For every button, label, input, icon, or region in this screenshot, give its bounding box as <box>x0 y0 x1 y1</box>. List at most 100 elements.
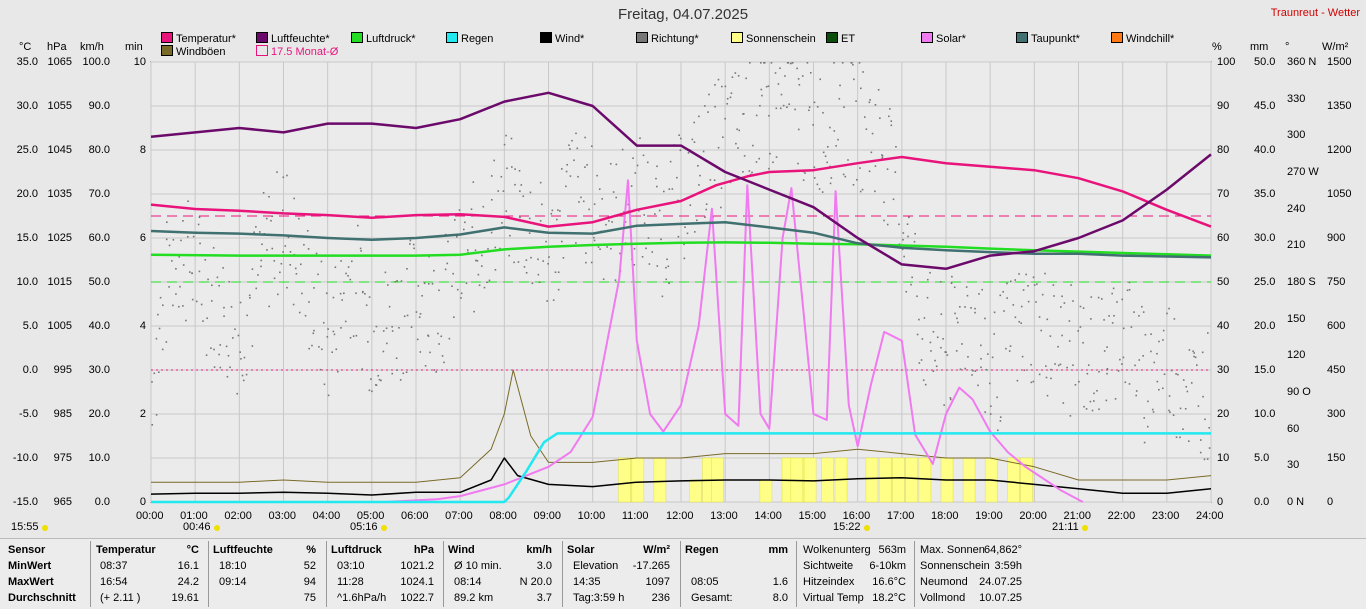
axis-tick-kmh: 70.0 <box>88 188 110 200</box>
direction-point <box>268 195 270 198</box>
legend-item[interactable]: Solar* <box>921 32 966 45</box>
direction-point <box>1105 399 1108 402</box>
direction-point <box>386 342 388 345</box>
table-cell: Sensor <box>8 544 46 556</box>
direction-point <box>806 62 809 64</box>
axis-tick-mm: 50.0 <box>1254 56 1276 68</box>
legend-swatch <box>731 32 743 43</box>
direction-point <box>837 138 839 141</box>
station-name[interactable]: Traunreut - Wetter <box>1270 7 1360 19</box>
direction-point <box>1150 350 1152 353</box>
table-cell: 236 <box>651 592 670 604</box>
direction-point <box>332 330 335 333</box>
direction-point <box>458 209 461 211</box>
legend-item[interactable]: Wind* <box>540 32 584 45</box>
direction-point <box>794 108 796 111</box>
direction-point <box>859 167 861 169</box>
direction-point <box>1113 314 1115 317</box>
direction-point <box>465 282 468 285</box>
legend-item[interactable]: Temperatur* <box>161 32 236 45</box>
direction-point <box>588 208 590 211</box>
direction-point <box>1032 380 1035 383</box>
direction-point <box>355 292 357 295</box>
direction-point <box>1091 409 1094 412</box>
legend-label: Richtung* <box>651 33 699 45</box>
direction-point <box>258 231 261 233</box>
legend-item[interactable]: ET <box>826 32 855 45</box>
direction-point <box>211 284 213 287</box>
direction-point <box>282 176 285 179</box>
legend-swatch <box>256 45 268 56</box>
direction-point <box>261 243 263 246</box>
legend-item[interactable]: Windböen <box>161 45 226 58</box>
direction-point <box>643 214 645 216</box>
legend-item[interactable]: Luftfeuchte* <box>256 32 330 45</box>
legend-swatch <box>161 45 173 56</box>
direction-point <box>565 170 568 173</box>
direction-point <box>491 198 493 201</box>
direction-point <box>1108 315 1110 317</box>
direction-point <box>593 236 595 239</box>
direction-point <box>1023 369 1026 372</box>
direction-point <box>1025 273 1027 276</box>
direction-point <box>684 226 686 228</box>
direction-point <box>315 252 318 255</box>
direction-point <box>253 231 255 234</box>
legend-item[interactable]: Sonnenschein <box>731 32 816 45</box>
direction-point <box>634 172 637 174</box>
direction-point <box>720 187 723 189</box>
legend-swatch <box>1016 32 1028 43</box>
direction-point <box>642 154 645 157</box>
direction-point <box>614 279 617 281</box>
direction-point <box>749 62 751 64</box>
direction-point <box>802 179 805 181</box>
direction-point <box>608 220 610 222</box>
direction-point <box>730 92 733 95</box>
direction-point <box>697 164 699 167</box>
table-cell: km/h <box>526 544 552 556</box>
direction-point <box>844 175 847 178</box>
direction-point <box>400 280 403 282</box>
legend-item[interactable]: Richtung* <box>636 32 699 45</box>
direction-point <box>743 155 746 157</box>
x-tick-label: 08:00 <box>489 510 517 522</box>
x-tick-label: 04:00 <box>312 510 341 522</box>
direction-point <box>859 190 862 193</box>
axis-tick-hpa: 1015 <box>47 276 72 288</box>
table-cell: ^1.6hPa/h <box>337 592 387 604</box>
direction-point <box>1078 380 1080 383</box>
direction-point <box>187 200 189 203</box>
series-rain <box>151 432 1211 504</box>
direction-point <box>1050 368 1052 371</box>
series-temperature <box>150 155 1212 228</box>
direction-point <box>1046 318 1049 321</box>
direction-point <box>1040 329 1043 332</box>
axis-tick-wm2: 1350 <box>1327 100 1352 112</box>
direction-point <box>1057 364 1060 367</box>
legend-item[interactable]: 17.5 Monat-Ø <box>256 45 338 58</box>
direction-point <box>382 350 385 353</box>
axis-tick-kmh: 100.0 <box>82 56 110 68</box>
legend-item[interactable]: Regen <box>446 32 493 45</box>
direction-point <box>1008 350 1011 352</box>
direction-point <box>270 219 272 222</box>
legend-item[interactable]: Luftdruck* <box>351 32 416 45</box>
direction-point <box>679 149 682 152</box>
direction-point <box>340 260 342 262</box>
direction-point <box>707 111 709 113</box>
direction-point <box>1185 385 1188 388</box>
table-cell: Elevation <box>573 560 619 572</box>
direction-point <box>155 414 158 416</box>
direction-point <box>1168 395 1171 397</box>
direction-point <box>729 96 732 99</box>
direction-point <box>809 72 812 74</box>
direction-point <box>178 256 181 258</box>
direction-point <box>1068 340 1071 342</box>
legend-item[interactable]: Windchill* <box>1111 32 1174 45</box>
direction-point <box>1020 305 1023 308</box>
x-tick-label: 02:00 <box>224 510 252 522</box>
legend-item[interactable]: Taupunkt* <box>1016 32 1080 45</box>
direction-point <box>467 251 469 254</box>
direction-point <box>605 223 607 226</box>
direction-point <box>961 343 963 345</box>
